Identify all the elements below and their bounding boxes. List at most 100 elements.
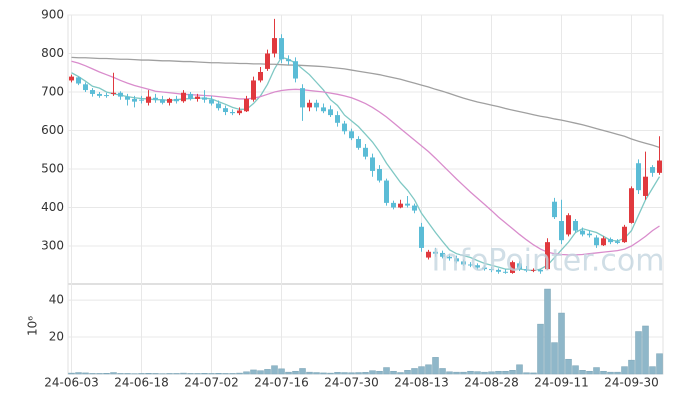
candle-body — [517, 263, 522, 270]
volume-bar — [460, 371, 467, 375]
volume-bar — [320, 372, 327, 375]
volume-bar — [509, 370, 516, 375]
candle-body — [496, 269, 501, 272]
x-tick-label: 24-08-13 — [394, 376, 448, 390]
y-tick-label: 20 — [49, 330, 64, 344]
volume-bar — [607, 371, 614, 375]
volume-bar — [138, 373, 145, 375]
y-tick-label: 300 — [41, 239, 64, 253]
candle-body — [370, 157, 375, 171]
volume-bar — [551, 342, 558, 375]
candle-body — [580, 230, 585, 235]
candle-body — [531, 269, 536, 271]
candle-body — [307, 102, 312, 108]
volume-bar — [215, 373, 222, 375]
candle-body — [160, 99, 165, 103]
volume-bar — [187, 373, 194, 375]
volume-bar — [285, 371, 292, 375]
candle-body — [202, 97, 207, 100]
volume-bar — [278, 368, 285, 375]
candle-body — [237, 110, 242, 114]
volume-bar — [404, 370, 411, 375]
volume-bar — [481, 371, 488, 375]
candle-body — [636, 163, 641, 191]
volume-bar — [635, 331, 642, 375]
volume-bar — [68, 372, 75, 375]
x-tick-label: 24-09-11 — [534, 376, 588, 390]
candle-body — [251, 80, 256, 100]
candle-body — [489, 269, 494, 271]
volume-bar — [383, 367, 390, 375]
candle-body — [314, 102, 319, 108]
volume-bar — [516, 364, 523, 375]
volume-bar — [306, 371, 313, 375]
y-tick-label: 900 — [41, 8, 64, 22]
volume-bar — [250, 369, 257, 375]
volume-bar — [572, 365, 579, 375]
volume-bar — [152, 373, 159, 375]
volume-bar — [565, 358, 572, 375]
candle-body — [83, 84, 88, 91]
volume-bar — [173, 373, 180, 375]
candle-body — [440, 252, 445, 257]
volume-bar — [180, 372, 187, 375]
candle-body — [482, 267, 487, 270]
candle-body — [461, 261, 466, 265]
volume-bar — [355, 372, 362, 375]
volume-bar — [425, 364, 432, 375]
candle-body — [104, 95, 109, 97]
candle-body — [97, 93, 102, 96]
volume-bar — [558, 312, 565, 375]
volume-bar — [495, 370, 502, 375]
volume-bar — [593, 367, 600, 375]
candle-body — [272, 38, 277, 54]
volume-bar — [628, 359, 635, 375]
volume-bar — [222, 373, 229, 375]
volume-bar — [264, 369, 271, 375]
candle-body — [608, 239, 613, 243]
candle-body — [125, 96, 130, 100]
candle-body — [244, 98, 249, 112]
volume-bar — [124, 373, 131, 375]
volume-bar — [537, 323, 544, 375]
candle-body — [139, 99, 144, 101]
volume-bar — [271, 365, 278, 375]
y-tick-label: 600 — [41, 123, 64, 137]
candle-body — [209, 99, 214, 104]
volume-bar — [89, 373, 96, 375]
moving-average-line — [71, 56, 661, 272]
candle-body — [391, 202, 396, 208]
volume-bar — [208, 373, 215, 375]
candle-body — [293, 61, 298, 79]
volume-bar — [299, 368, 306, 375]
x-tick-label: 24-06-18 — [114, 376, 168, 390]
moving-average-line — [71, 56, 660, 149]
candle-body — [545, 242, 550, 270]
candle-body — [188, 93, 193, 99]
candle-body — [76, 77, 81, 84]
candle-body — [538, 269, 543, 272]
volume-bar — [579, 370, 586, 375]
candle-body — [622, 226, 627, 243]
volume-bar — [621, 366, 628, 375]
volume-bar — [117, 373, 124, 375]
candle-body — [216, 103, 221, 109]
volume-bar — [201, 373, 208, 375]
volume-bar — [397, 372, 404, 375]
candle-body — [342, 123, 347, 132]
volume-bar — [649, 366, 656, 375]
volume-bar — [327, 372, 334, 375]
candle-body — [132, 98, 137, 102]
candle-body — [601, 238, 606, 246]
candle-body — [559, 220, 564, 241]
volume-bar — [110, 372, 117, 375]
volume-bar — [418, 366, 425, 375]
volume-bar — [103, 373, 110, 375]
volume-bar — [376, 370, 383, 375]
candle-body — [447, 256, 452, 259]
candle-body — [629, 188, 634, 223]
volume-bar — [467, 370, 474, 375]
volume-bar — [446, 371, 453, 375]
volume-bar — [502, 370, 509, 375]
